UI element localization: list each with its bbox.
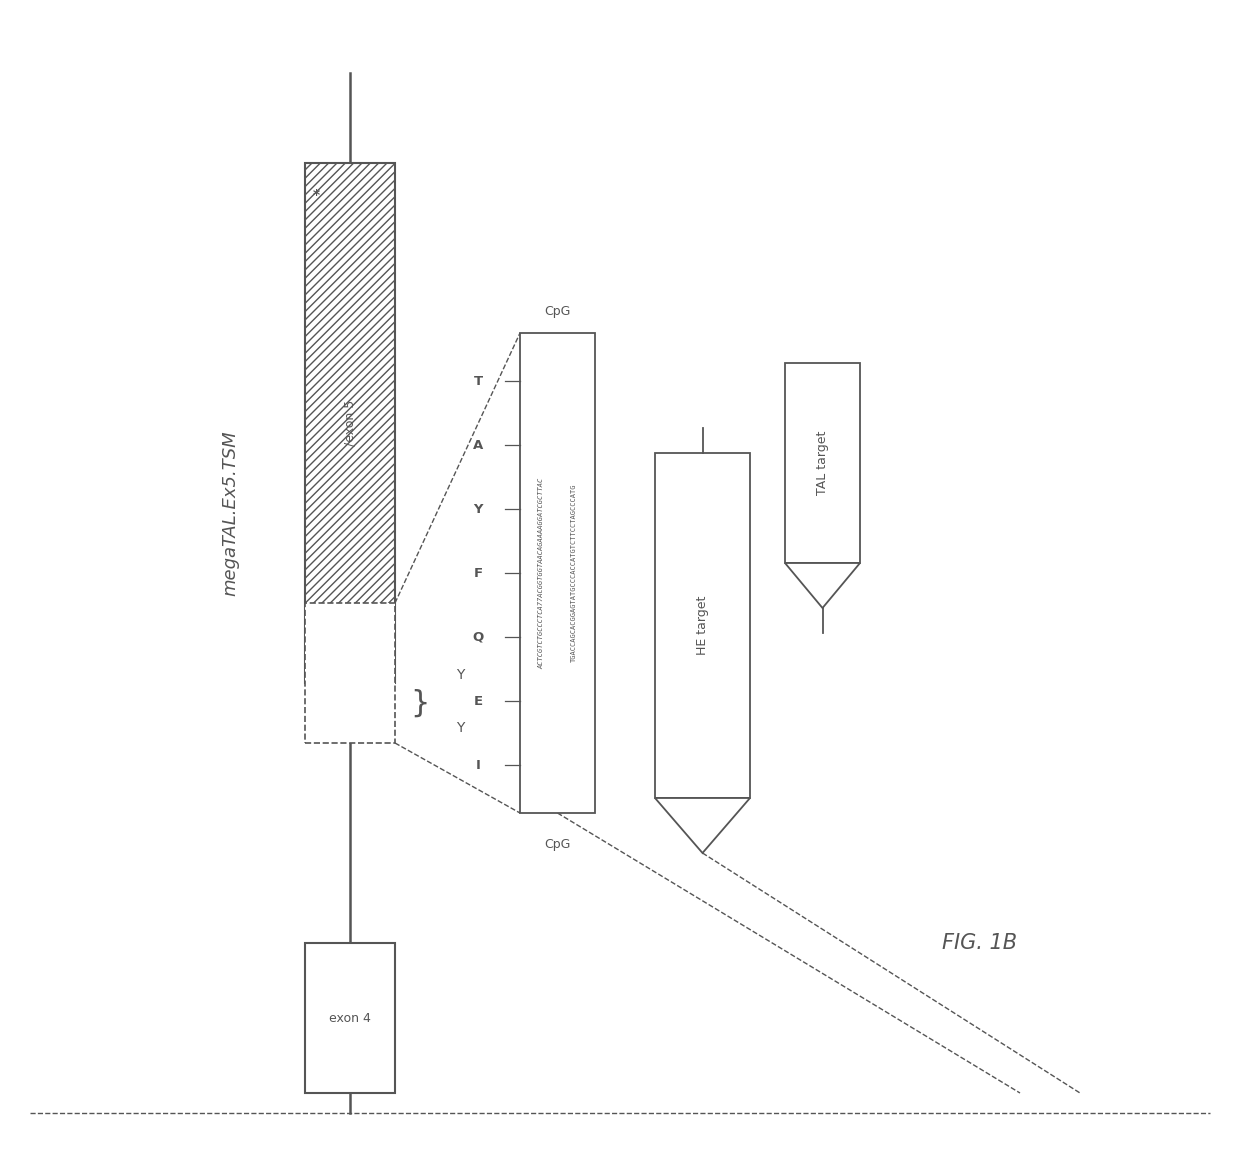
- Text: /exon 5: /exon 5: [343, 400, 357, 447]
- Text: FIG. 1B: FIG. 1B: [942, 933, 1018, 952]
- Bar: [305, 602, 396, 743]
- Bar: [785, 363, 861, 563]
- Text: exon 4: exon 4: [329, 1012, 371, 1025]
- Text: Y: Y: [474, 502, 482, 515]
- Text: E: E: [474, 694, 482, 707]
- Text: CpG: CpG: [544, 839, 570, 851]
- Text: Q: Q: [472, 630, 484, 643]
- Text: CpG: CpG: [544, 305, 570, 317]
- Text: A: A: [472, 438, 484, 451]
- Text: I: I: [476, 758, 480, 771]
- Text: F: F: [474, 566, 482, 579]
- Bar: [655, 454, 750, 798]
- Text: }: }: [410, 688, 429, 718]
- Text: megaTAL.Ex5.TSM: megaTAL.Ex5.TSM: [221, 430, 239, 595]
- Text: Y: Y: [456, 668, 464, 682]
- Text: Y: Y: [456, 721, 464, 735]
- Polygon shape: [655, 798, 750, 852]
- Text: T: T: [474, 374, 482, 387]
- Polygon shape: [785, 563, 861, 608]
- Text: *: *: [312, 188, 320, 202]
- Text: HE target: HE target: [696, 595, 709, 655]
- Bar: [305, 163, 396, 683]
- Bar: [520, 333, 595, 813]
- Bar: [305, 943, 396, 1093]
- Bar: [305, 163, 396, 683]
- Text: ACTCGTCTGCCCTCA77ACGGTGGTAACAGAAAAGGATCGCTTAC: ACTCGTCTGCCCTCA77ACGGTGGTAACAGAAAAGGATCG…: [538, 477, 544, 669]
- Text: TAL target: TAL target: [816, 430, 830, 495]
- Text: TGACCAGCACGGAGTATGCCCACCATGTCTTCCTAGCCCATG: TGACCAGCACGGAGTATGCCCACCATGTCTTCCTAGCCCA…: [570, 484, 577, 662]
